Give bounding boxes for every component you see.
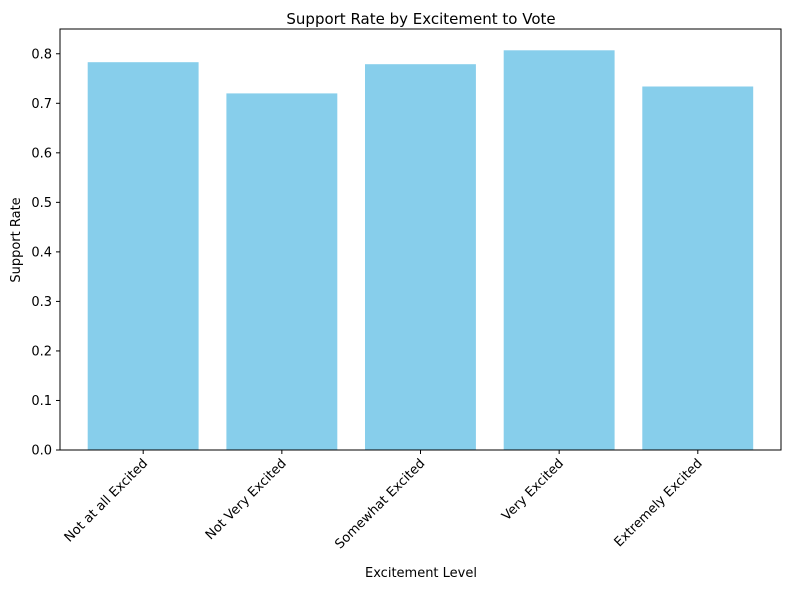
y-tick-label: 0.5 — [31, 196, 52, 211]
bar — [87, 62, 199, 450]
y-axis: 0.0 0.1 0.2 0.3 0.4 0.5 0.6 0.7 0.8 — [31, 47, 60, 459]
y-tick-label: 0.0 — [31, 444, 52, 459]
bar — [503, 50, 615, 451]
bar — [365, 64, 476, 450]
x-tick-label: Extremely Excited — [612, 456, 706, 550]
x-tick-label: Not at all Excited — [62, 456, 151, 545]
x-tick-label: Somewhat Excited — [332, 456, 428, 552]
bar — [226, 93, 338, 451]
x-tick-label: Not Very Excited — [203, 456, 290, 543]
x-tick-label: Very Excited — [499, 456, 567, 524]
x-axis-title: Excitement Level — [365, 566, 477, 581]
plot-frame — [59, 28, 782, 451]
y-axis-title: Support Rate — [9, 197, 24, 282]
x-axis: Not at all Excited Not Very Excited Somewh… — [62, 450, 706, 552]
y-tick-label: 0.1 — [31, 394, 52, 409]
y-tick-label: 0.8 — [31, 47, 52, 62]
y-tick-label: 0.7 — [31, 97, 52, 112]
bars-group — [87, 50, 754, 451]
chart-title: Support Rate by Excitement to Vote — [286, 10, 555, 28]
y-tick-label: 0.6 — [31, 146, 52, 161]
y-tick-label: 0.2 — [31, 344, 52, 359]
bar — [642, 86, 754, 450]
y-tick-label: 0.3 — [31, 295, 52, 310]
y-tick-label: 0.4 — [31, 245, 52, 260]
